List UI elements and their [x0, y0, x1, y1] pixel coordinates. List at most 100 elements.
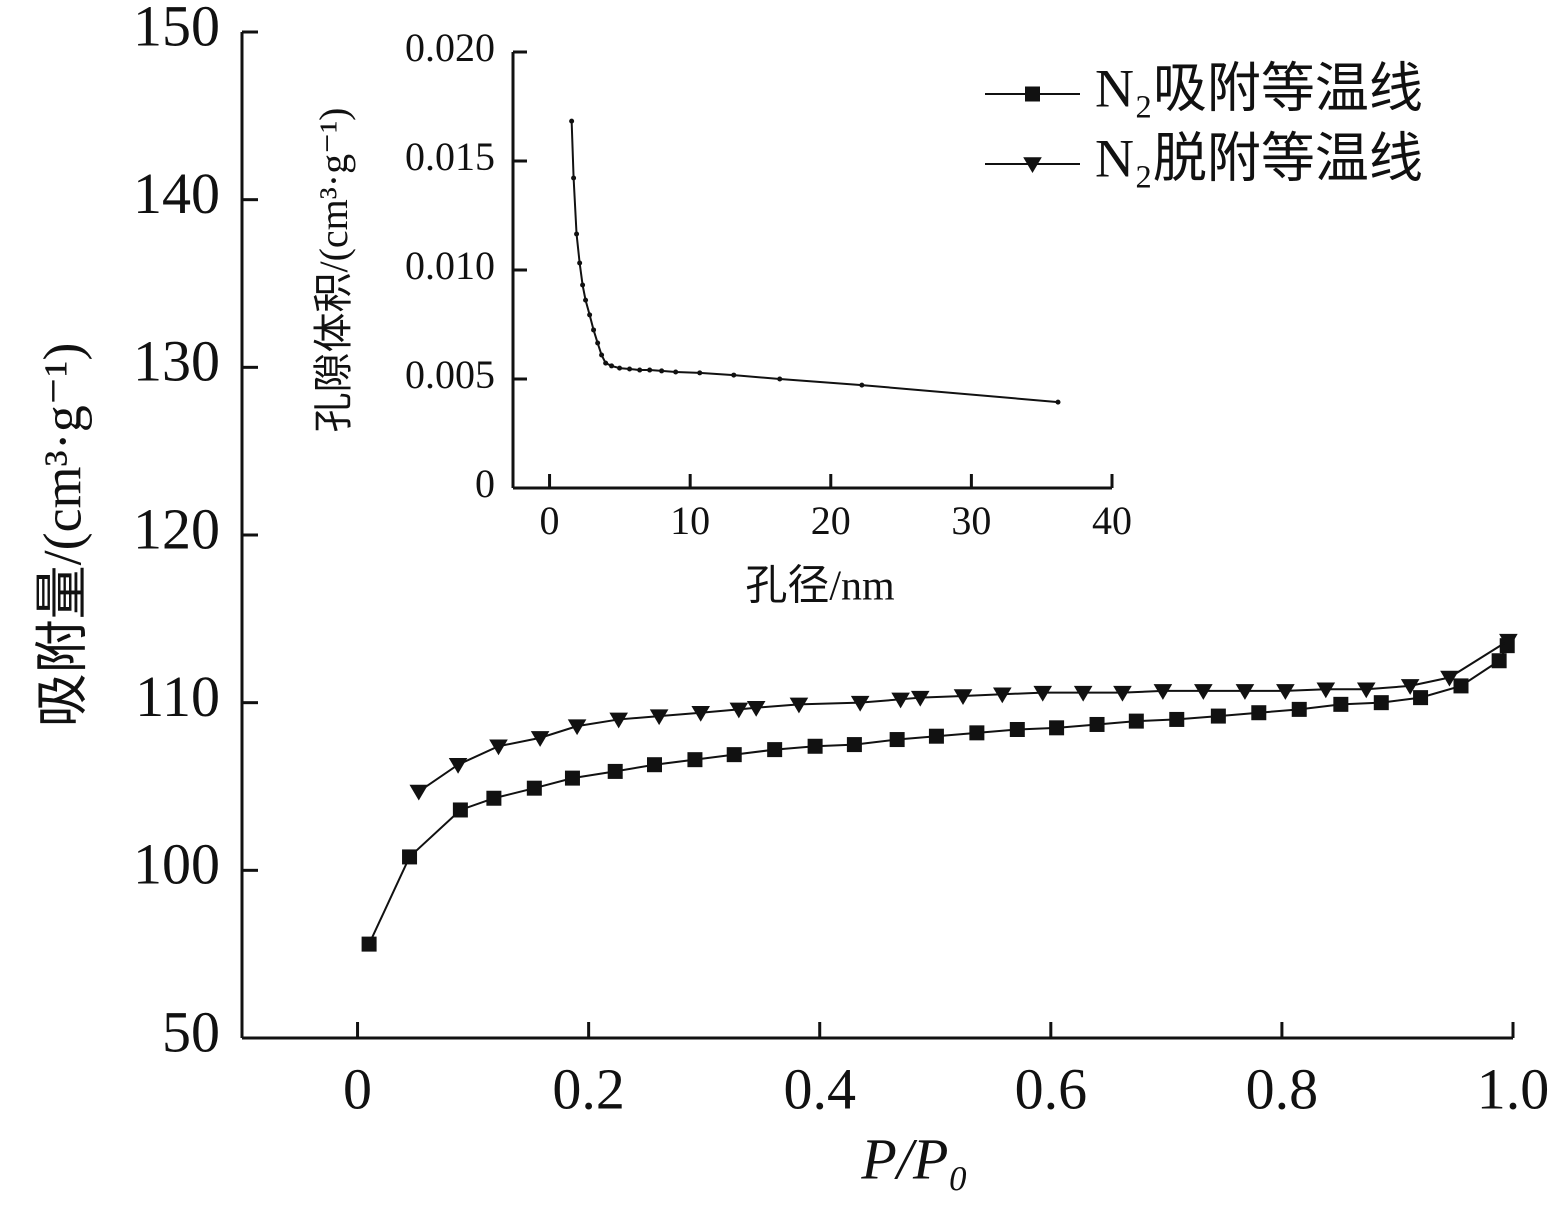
data-point — [889, 732, 905, 748]
data-point — [1210, 708, 1226, 724]
data-point — [609, 363, 615, 369]
data-point — [910, 690, 930, 707]
x-tick-label: 10 — [670, 498, 710, 543]
data-point — [1194, 684, 1213, 700]
legend-marker — [1025, 86, 1040, 102]
data-point — [1400, 679, 1420, 695]
data-point — [992, 687, 1012, 704]
data-point — [1453, 678, 1469, 694]
data-point — [891, 692, 910, 709]
data-point — [452, 802, 468, 818]
x-tick-label: 0 — [343, 1056, 372, 1121]
data-point — [1413, 690, 1429, 706]
data-point — [1049, 720, 1065, 736]
series-line — [418, 639, 1509, 793]
data-point — [687, 752, 703, 768]
x-axis-label: P/P₀ — [860, 1126, 968, 1191]
data-point — [574, 231, 580, 237]
data-point — [789, 697, 809, 714]
data-point — [569, 118, 575, 124]
legend-label: N₂脱附等温线 — [1095, 128, 1423, 188]
data-point — [1169, 711, 1185, 727]
data-point — [571, 175, 577, 181]
data-point — [409, 784, 429, 801]
data-point — [603, 360, 609, 366]
data-point — [526, 780, 542, 796]
x-tick-label: 0.4 — [783, 1056, 856, 1121]
data-point — [807, 738, 823, 754]
data-point — [489, 739, 508, 756]
data-point — [1499, 633, 1518, 650]
data-point — [1128, 713, 1144, 729]
data-point — [850, 695, 870, 712]
x-tick-label: 1.0 — [1477, 1056, 1550, 1121]
y-tick-label: 0.020 — [405, 25, 495, 70]
data-point — [746, 700, 766, 717]
data-point — [1356, 682, 1376, 699]
data-point — [649, 709, 669, 726]
data-point — [659, 368, 665, 374]
y-tick-label: 100 — [133, 832, 220, 897]
data-point — [859, 382, 865, 388]
data-point — [767, 742, 783, 758]
data-point — [1440, 670, 1459, 687]
data-point — [402, 849, 418, 865]
data-point — [1333, 696, 1349, 712]
y-tick-label: 140 — [133, 161, 220, 226]
y-tick-label: 50 — [162, 999, 220, 1064]
data-point — [1089, 716, 1105, 732]
data-point — [567, 719, 587, 736]
y-tick-label: 120 — [133, 496, 220, 561]
data-point — [577, 260, 583, 266]
data-point — [1113, 685, 1132, 702]
x-axis-label: 孔径/nm — [745, 564, 895, 610]
data-point — [846, 737, 862, 753]
x-tick-label: 0.2 — [552, 1056, 625, 1121]
data-point — [1373, 695, 1389, 711]
data-point — [637, 367, 643, 373]
data-point — [580, 282, 586, 288]
x-tick-label: 0.8 — [1246, 1056, 1319, 1121]
data-point — [1251, 705, 1267, 721]
data-point — [530, 731, 550, 747]
data-point — [607, 763, 623, 779]
x-tick-label: 0 — [540, 498, 560, 543]
y-tick-label: 0 — [475, 461, 495, 506]
data-point — [595, 340, 601, 346]
data-point — [673, 369, 679, 375]
y-tick-label: 150 — [133, 0, 220, 58]
data-point — [617, 365, 623, 371]
data-point — [1276, 684, 1295, 700]
data-point — [1009, 721, 1025, 737]
data-point — [583, 297, 589, 303]
data-point — [1316, 682, 1336, 699]
data-point — [448, 757, 468, 774]
data-point — [1491, 653, 1507, 669]
data-point — [1055, 399, 1061, 405]
legend-marker — [1023, 157, 1042, 173]
x-tick-label: 0.6 — [1015, 1056, 1088, 1121]
data-point — [486, 790, 502, 806]
y-axis-label: 吸附量/(cm³·g⁻¹) — [32, 343, 92, 728]
x-tick-label: 30 — [951, 498, 991, 543]
y-tick-label: 0.015 — [405, 134, 495, 179]
data-point — [609, 712, 628, 729]
data-point — [1291, 701, 1307, 717]
y-tick-label: 0.010 — [405, 243, 495, 288]
data-point — [646, 757, 662, 773]
data-point — [361, 936, 377, 952]
data-point — [777, 376, 783, 382]
data-point — [1153, 684, 1173, 700]
y-axis-label: 孔隙体积/(cm³·g⁻¹) — [311, 107, 356, 432]
legend-label: N₂吸附等温线 — [1095, 58, 1423, 118]
y-tick-label: 110 — [135, 664, 220, 729]
data-point — [731, 372, 737, 378]
data-point — [1073, 685, 1093, 702]
data-point — [627, 366, 633, 372]
data-point — [729, 702, 749, 719]
y-tick-label: 130 — [133, 329, 220, 394]
data-point — [647, 367, 653, 373]
data-point — [697, 370, 703, 376]
